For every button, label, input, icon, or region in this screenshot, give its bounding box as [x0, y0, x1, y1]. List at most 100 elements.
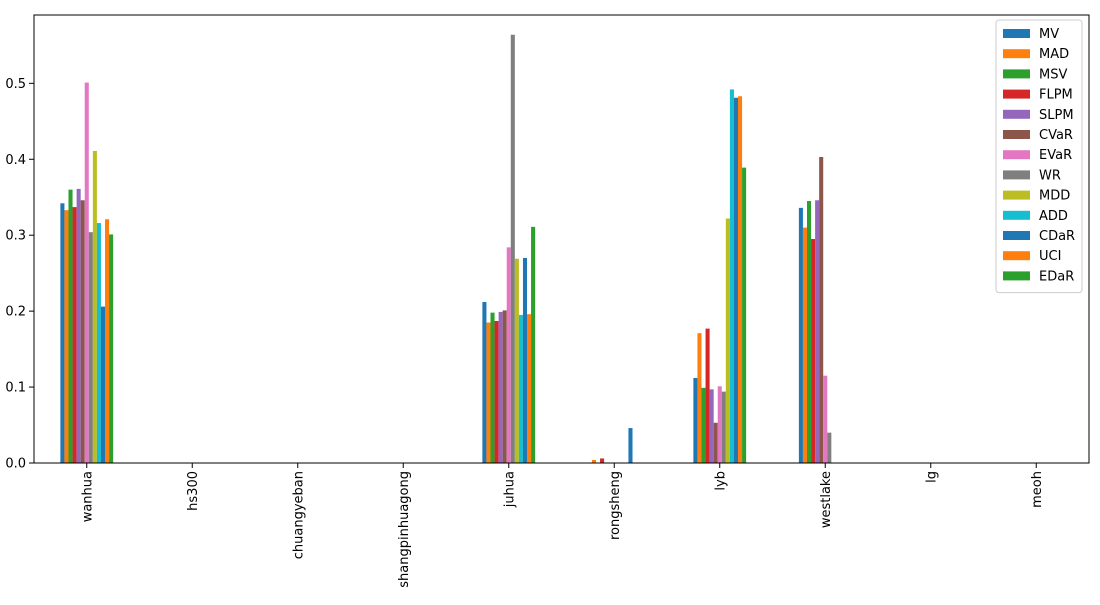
bar-flpm-westlake [811, 239, 816, 463]
y-tick-label: 0.5 [5, 77, 26, 92]
legend-label-mdd: MDD [1039, 189, 1070, 204]
legend-label-mad: MAD [1039, 47, 1069, 62]
series-add [96, 89, 734, 463]
series-uci [105, 96, 743, 463]
legend-label-cdar: CDaR [1039, 229, 1075, 244]
legend-label-mv: MV [1039, 27, 1059, 42]
bar-uci-juhua [527, 314, 532, 463]
legend-swatch-msv [1003, 69, 1030, 79]
legend-label-evar: EVaR [1039, 148, 1072, 163]
bar-mv-westlake [798, 207, 803, 463]
bar-edar-wanhua [109, 234, 114, 463]
legend-swatch-slpm [1003, 109, 1030, 119]
bar-msv-lyb [701, 387, 706, 463]
legend-label-uci: UCI [1039, 249, 1061, 264]
series-cvar [80, 156, 824, 464]
bar-evar-lyb [717, 386, 722, 463]
bar-add-wanhua [96, 223, 101, 463]
bar-mv-wanhua [60, 203, 65, 463]
series-evar [84, 82, 828, 463]
bar-wr-lyb [721, 391, 726, 463]
bar-wr-juhua [510, 34, 515, 464]
bar-mad-juhua [486, 322, 491, 463]
y-tick-label: 0.1 [5, 381, 26, 396]
bar-msv-wanhua [68, 189, 73, 463]
bar-wr-wanhua [88, 232, 93, 463]
series-wr [88, 34, 832, 464]
bar-evar-juhua [506, 247, 511, 463]
bar-slpm-westlake [815, 200, 820, 463]
series-edar [109, 167, 747, 463]
x-tick-label-lg: lg [924, 471, 939, 483]
y-tick-label: 0.3 [5, 229, 26, 244]
bar-evar-wanhua [84, 82, 89, 463]
legend: MV MAD MSV FLPM SLPM CVaR EVaR WR MDD ADD CDaR UCI E… [995, 19, 1083, 294]
bar-msv-westlake [806, 201, 812, 463]
bar-mdd-juhua [514, 258, 519, 463]
legend-swatch-edar [1003, 271, 1030, 281]
bar-add-juhua [518, 314, 523, 463]
bar-evar-westlake [823, 375, 828, 463]
legend-swatch-wr [1003, 170, 1030, 180]
bar-cdar-wanhua [100, 306, 106, 463]
legend-label-slpm: SLPM [1039, 108, 1074, 123]
bar-wr-westlake [827, 432, 832, 463]
series-mv [60, 203, 803, 463]
legend-swatch-cdar [1003, 231, 1030, 240]
legend-swatch-flpm [1003, 89, 1030, 99]
bar-edar-juhua [531, 226, 536, 463]
bar-mdd-lyb [725, 218, 730, 463]
bar-uci-wanhua [105, 219, 110, 463]
y-tick-label: 0.2 [5, 305, 26, 320]
bar-flpm-juhua [494, 321, 499, 463]
legend-label-cvar: CVaR [1039, 128, 1073, 143]
bar-mv-lyb [693, 377, 698, 463]
y-axis: 0.0 0.1 0.2 0.3 0.4 0.5 [5, 77, 34, 472]
bar-slpm-wanhua [76, 188, 81, 463]
bar-mad-westlake [802, 227, 807, 463]
bar-cvar-juhua [502, 310, 507, 463]
series-mdd [92, 150, 730, 464]
x-tick-label-hs300: hs300 [186, 471, 201, 511]
x-axis: wanhua hs300 chuangyeban shangpinhuagong juh… [80, 463, 1045, 588]
bars [60, 34, 832, 464]
bar-flpm-wanhua [72, 207, 77, 463]
series-flpm [72, 207, 816, 463]
legend-swatch-mad [1003, 49, 1030, 59]
bar-uci-lyb [738, 96, 743, 463]
legend-swatch-uci [1003, 251, 1030, 261]
bar-msv-juhua [490, 312, 495, 463]
bar-cvar-lyb [713, 422, 718, 463]
bar-mad-lyb [697, 333, 702, 463]
x-tick-label-chuangyeban: chuangyeban [291, 471, 306, 559]
bar-cdar-juhua [522, 257, 528, 463]
bar-flpm-lyb [705, 328, 710, 463]
series-slpm [76, 188, 820, 463]
bar-slpm-lyb [709, 389, 714, 463]
bar-mdd-wanhua [92, 150, 97, 464]
bar-mad-wanhua [64, 210, 69, 463]
series-msv [68, 189, 812, 463]
bar-mv-juhua [482, 302, 487, 463]
series-cdar [100, 97, 739, 464]
plot-frame [33, 14, 1090, 464]
x-tick-label-shangpinhuagong: shangpinhuagong [397, 471, 412, 588]
y-tick-label: 0.0 [5, 457, 26, 472]
legend-swatch-evar [1003, 150, 1030, 160]
bar-add-lyb [729, 89, 734, 463]
legend-swatch-mdd [1003, 190, 1030, 200]
legend-swatch-add [1003, 210, 1030, 220]
legend-swatch-mv [1003, 29, 1030, 38]
legend-label-flpm: FLPM [1039, 88, 1073, 103]
x-tick-label-juhua: juhua [502, 471, 517, 508]
bar-flpm-rongsheng [600, 458, 605, 463]
legend-frame [995, 19, 1083, 294]
legend-label-wr: WR [1039, 168, 1061, 183]
legend-label-edar: EDaR [1039, 269, 1074, 284]
x-tick-label-lyb: lyb [713, 471, 728, 491]
bar-slpm-juhua [498, 311, 503, 463]
x-tick-label-wanhua: wanhua [80, 471, 95, 522]
bar-mad-rongsheng [591, 459, 596, 463]
